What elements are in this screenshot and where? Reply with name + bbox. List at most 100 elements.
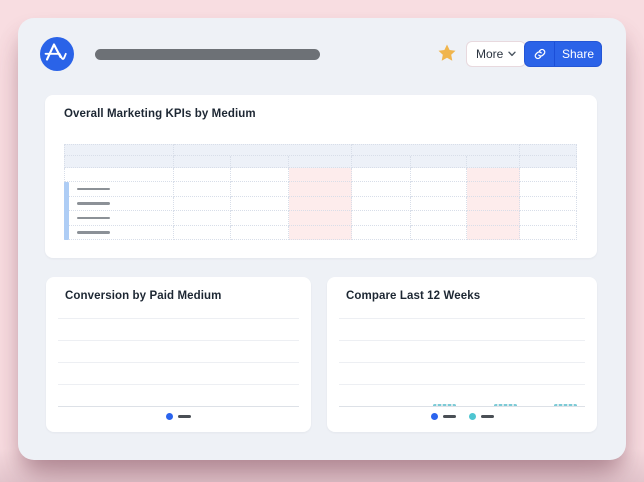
table-cell — [411, 168, 467, 183]
table-cell — [174, 196, 231, 212]
table-cell — [174, 156, 231, 168]
table-cell — [289, 196, 352, 212]
text-placeholder-bar — [77, 216, 110, 220]
chevron-down-icon — [508, 51, 517, 57]
table-cell — [520, 168, 577, 183]
table-cell — [231, 156, 289, 168]
text-placeholder-bar — [77, 187, 110, 191]
gridline — [339, 384, 585, 385]
legend-label-placeholder — [480, 415, 494, 418]
share-button-label: Share — [561, 47, 595, 61]
table-cell — [64, 182, 174, 197]
gridline — [58, 384, 299, 385]
table-cell — [64, 211, 174, 226]
gridline — [58, 406, 299, 407]
table-cell — [467, 225, 520, 240]
legend-label-placeholder — [442, 415, 456, 418]
table-cell — [411, 156, 467, 168]
legend-item[interactable] — [166, 413, 191, 420]
table-cell — [64, 168, 174, 183]
chart-legend-compare — [327, 413, 597, 420]
stacked-bar[interactable] — [433, 404, 457, 406]
row-accent-bar — [64, 182, 69, 240]
favorite-star-icon[interactable] — [437, 43, 457, 63]
kpi-table-card: Overall Marketing KPIs by Medium — [45, 95, 597, 258]
copy-link-button[interactable] — [525, 42, 554, 66]
table-cell — [352, 196, 411, 212]
table-cell — [467, 182, 520, 197]
gridline — [339, 362, 585, 363]
bar-group — [407, 404, 457, 406]
gridline — [58, 340, 299, 341]
bar-segment-light — [553, 404, 577, 406]
link-icon — [534, 48, 545, 60]
legend-label-placeholder — [178, 415, 191, 418]
table-cell — [467, 168, 520, 183]
table-cell — [174, 211, 231, 226]
more-button[interactable]: More — [466, 41, 527, 67]
table-cell — [467, 211, 520, 226]
table-cell — [231, 168, 289, 183]
gridline — [339, 340, 585, 341]
gridline — [58, 362, 299, 363]
legend-item[interactable] — [430, 413, 456, 420]
table-cell — [231, 225, 289, 240]
table-cell — [64, 225, 174, 240]
gridline — [339, 406, 585, 407]
table-cell — [467, 196, 520, 212]
table-cell — [520, 225, 577, 240]
table-cell — [352, 211, 411, 226]
table-cell — [352, 144, 520, 156]
stacked-bar[interactable] — [493, 404, 517, 406]
table-cell — [64, 156, 174, 168]
share-button[interactable]: Share — [524, 41, 602, 67]
table-cell — [289, 182, 352, 197]
share-button-divider — [554, 42, 555, 66]
table-cell — [174, 225, 231, 240]
legend-dot-icon — [430, 413, 438, 420]
table-cell — [352, 182, 411, 197]
chart-title-compare: Compare Last 12 Weeks — [346, 290, 481, 302]
table-cell — [352, 168, 411, 183]
table-cell — [231, 211, 289, 226]
chart-card-conversion: Conversion by Paid Medium — [46, 277, 311, 432]
legend-item[interactable] — [468, 413, 494, 420]
bar-segment-light — [433, 404, 457, 406]
table-cell — [411, 211, 467, 226]
legend-dot-icon — [166, 413, 173, 420]
text-placeholder-bar — [77, 231, 110, 234]
table-cell — [520, 182, 577, 197]
table-cell — [231, 182, 289, 197]
chart-plot-conversion — [58, 318, 299, 407]
document-title-placeholder[interactable] — [95, 49, 320, 60]
kpi-table-title: Overall Marketing KPIs by Medium — [64, 108, 256, 120]
more-button-label: More — [476, 47, 504, 61]
table-cell — [411, 196, 467, 212]
table-cell — [352, 156, 411, 168]
bars-container — [339, 318, 585, 406]
table-cell — [174, 144, 352, 156]
table-cell — [467, 156, 520, 168]
table-cell — [174, 168, 231, 183]
bar-segment-light — [493, 404, 517, 406]
gridline — [58, 318, 299, 319]
table-cell — [174, 182, 231, 197]
bar-group — [468, 404, 517, 406]
bar-group — [528, 404, 577, 406]
table-cell — [411, 225, 467, 240]
table-cell — [64, 196, 174, 212]
table-cell — [289, 211, 352, 226]
app-window: More Share Overall Marketing KPIs by Med… — [18, 18, 626, 460]
table-cell — [411, 182, 467, 197]
gridline — [339, 318, 585, 319]
table-cell — [289, 156, 352, 168]
table-cell — [520, 196, 577, 212]
bars-container — [58, 318, 299, 406]
table-cell — [289, 225, 352, 240]
kpi-table — [64, 144, 577, 240]
amplitude-logo-icon[interactable] — [40, 37, 74, 71]
chart-legend-conversion — [46, 413, 311, 420]
stacked-bar[interactable] — [553, 404, 577, 406]
table-cell — [352, 225, 411, 240]
